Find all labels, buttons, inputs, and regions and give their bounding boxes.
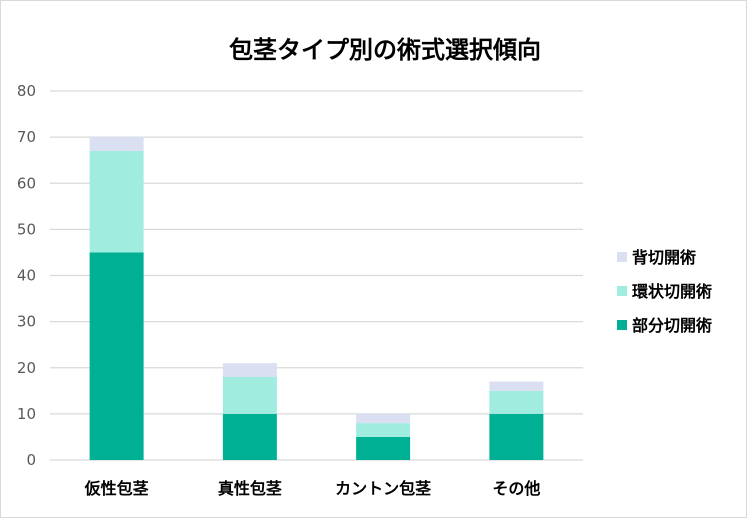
bar-segment bbox=[356, 423, 411, 437]
x-category-label: 仮性包茎 bbox=[84, 479, 149, 498]
legend-swatch bbox=[617, 286, 627, 296]
y-tick-label: 30 bbox=[17, 313, 36, 331]
legend-item: 部分切開術 bbox=[617, 316, 712, 335]
legend-label: 環状切開術 bbox=[632, 282, 712, 301]
bar-segment bbox=[356, 413, 411, 424]
bar-segment bbox=[222, 363, 277, 377]
bar-segment bbox=[222, 413, 277, 460]
bars bbox=[89, 137, 544, 460]
x-axis-labels: 仮性包茎 真性包茎 カントン包茎 その他 bbox=[84, 479, 541, 498]
y-tick-label: 0 bbox=[26, 451, 36, 469]
x-category-label: 真性包茎 bbox=[218, 479, 282, 498]
y-axis-ticks: 0 10 20 30 40 50 60 70 80 bbox=[17, 82, 36, 469]
legend-item: 環状切開術 bbox=[617, 282, 712, 301]
bar-segment bbox=[222, 376, 277, 414]
y-tick-label: 20 bbox=[17, 359, 36, 377]
x-category-label: その他 bbox=[492, 479, 540, 498]
x-category-label: カントン包茎 bbox=[335, 479, 431, 498]
legend-label: 部分切開術 bbox=[632, 316, 712, 335]
legend-swatch bbox=[617, 252, 627, 262]
bar-segment bbox=[89, 252, 144, 460]
y-tick-label: 10 bbox=[17, 405, 36, 423]
bar-segment bbox=[489, 413, 544, 460]
chart-title: 包茎タイプ別の術式選択傾向 bbox=[229, 36, 541, 64]
bar-segment bbox=[356, 436, 411, 460]
bar-segment bbox=[89, 137, 144, 151]
y-tick-label: 60 bbox=[17, 174, 36, 192]
bar-segment bbox=[89, 150, 144, 253]
y-tick-label: 50 bbox=[17, 220, 36, 238]
y-tick-label: 80 bbox=[17, 82, 36, 100]
legend-item: 背切開術 bbox=[617, 248, 696, 267]
bar-segment bbox=[489, 381, 544, 391]
y-tick-label: 40 bbox=[17, 267, 36, 285]
legend-swatch bbox=[617, 320, 627, 330]
y-tick-label: 70 bbox=[17, 128, 36, 146]
legend-label: 背切開術 bbox=[632, 248, 696, 267]
bar-segment bbox=[489, 390, 544, 414]
